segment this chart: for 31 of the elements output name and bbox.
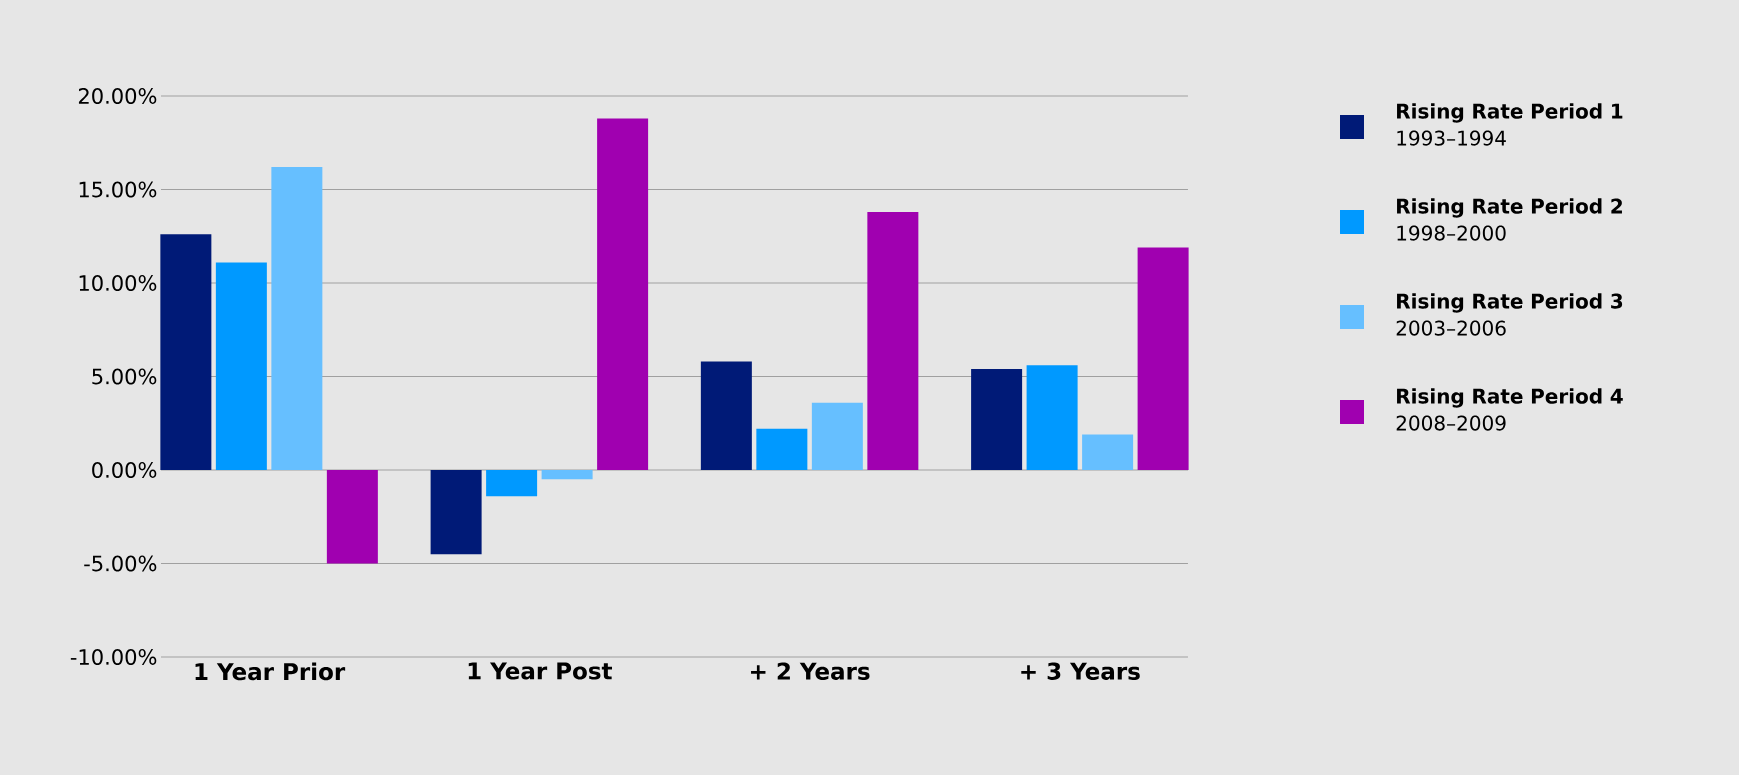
y-tick-label: -10.00% xyxy=(70,649,157,665)
bar xyxy=(1137,247,1189,470)
x-tick-label: 1 Year Post xyxy=(468,662,613,680)
bar xyxy=(215,262,267,470)
bar xyxy=(1082,434,1134,470)
legend-label: Rising Rate Period 1 1993–1994 xyxy=(1397,103,1623,146)
bar xyxy=(271,167,323,470)
legend-label: Rising Rate Period 4 2008–2009 xyxy=(1396,388,1623,431)
bar xyxy=(160,234,212,470)
bar xyxy=(867,211,919,470)
y-tick-label: 0.00% xyxy=(92,462,157,478)
bar xyxy=(597,118,649,470)
legend-label: Rising Rate Period 3 2003–2006 xyxy=(1396,293,1623,336)
bar xyxy=(430,469,482,555)
y-tick-label: 15.00% xyxy=(79,181,157,198)
y-tick-label: 5.00% xyxy=(92,368,157,385)
x-tick-label: 1 Year Prior xyxy=(195,662,346,681)
bar xyxy=(756,428,808,470)
bar xyxy=(971,369,1023,470)
bar xyxy=(326,469,378,564)
x-tick-label: + 3 Years xyxy=(1021,662,1140,680)
bar xyxy=(1026,365,1078,470)
bar xyxy=(486,469,538,497)
bar xyxy=(700,361,752,470)
legend-label: Rising Rate Period 2 1998–2000 xyxy=(1397,198,1622,241)
bar xyxy=(541,469,593,480)
y-tick-label: -5.00% xyxy=(84,555,157,572)
x-tick-label: + 2 Years xyxy=(751,662,870,680)
bar xyxy=(811,402,863,470)
y-tick-label: 20.00% xyxy=(78,88,157,104)
y-tick-label: 10.00% xyxy=(79,275,157,291)
